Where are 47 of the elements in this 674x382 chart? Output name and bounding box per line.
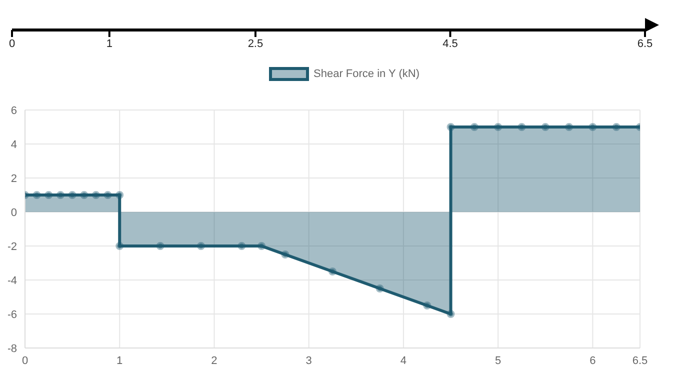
point [92,191,100,199]
point [446,123,455,131]
x-tick-label: 6.5 [632,354,648,367]
legend-label: Shear Force in Y (kN) [312,67,420,81]
point [328,268,336,276]
point [104,191,112,199]
point [565,123,574,131]
point [238,242,246,250]
x2-tick-label: 6.5 [637,38,653,50]
y-tick-label: 0 [10,206,17,219]
x-tick-label: 5 [495,354,502,367]
x-tick-label: 2 [211,354,218,367]
point [446,310,455,318]
x-tick-label: 3 [306,354,312,367]
y-tick-label: 2 [10,172,17,185]
y-tick-label: -8 [7,342,17,355]
point [423,302,432,310]
y-tick-label: 4 [10,138,17,151]
x-tick-label: 4 [400,354,407,367]
x-tick-label: 1 [116,354,123,367]
point [281,250,290,258]
x2-tick-label: 4.5 [442,38,458,50]
y-tick-label: -4 [7,274,17,287]
x-tick-label: 6 [590,354,596,367]
y-tick-label: -6 [7,308,17,321]
x2-tick-label: 1 [106,38,112,50]
point [56,191,64,199]
point [80,191,88,199]
point [518,123,526,131]
point [116,242,124,250]
y-tick-label: -2 [7,240,17,253]
x-tick-label: 0 [22,354,28,367]
point [44,191,53,199]
x2-tick-label: 2.5 [248,38,264,50]
point [156,242,164,250]
y-tick-label: 6 [10,104,17,117]
point [32,191,41,199]
point [494,123,502,131]
point [116,191,124,199]
point [541,123,550,131]
point [196,242,205,250]
point [68,191,76,199]
point [470,123,478,131]
point [588,123,597,131]
point [376,284,384,292]
point [258,242,266,250]
point [612,123,620,131]
